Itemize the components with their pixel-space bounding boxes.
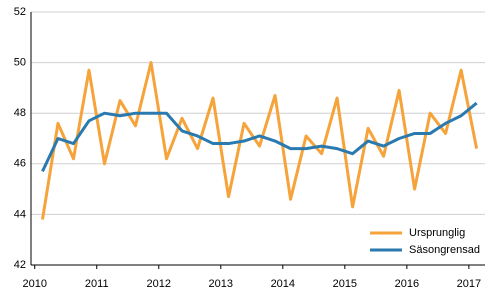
x-tick-label: 2011 xyxy=(85,278,109,290)
y-tick-label: 48 xyxy=(14,107,26,119)
x-tick-label: 2012 xyxy=(147,278,171,290)
x-tick-label: 2013 xyxy=(209,278,233,290)
series-line xyxy=(41,101,478,173)
x-tick-label: 2016 xyxy=(395,278,419,290)
series-line xyxy=(40,61,479,220)
x-tick-label: 2017 xyxy=(457,278,481,290)
y-tick-label: 52 xyxy=(14,6,26,18)
legend-label: Säsongrensad xyxy=(409,244,480,256)
x-tick-label: 2010 xyxy=(22,278,46,290)
x-tick-label: 2014 xyxy=(271,278,295,290)
y-tick-label: 42 xyxy=(14,259,26,271)
y-tick-label: 50 xyxy=(14,57,26,69)
y-tick-label: 46 xyxy=(14,158,26,170)
x-tick-label: 2015 xyxy=(333,278,357,290)
legend-label: Ursprunglig xyxy=(409,227,465,239)
y-tick-label: 44 xyxy=(14,208,26,220)
